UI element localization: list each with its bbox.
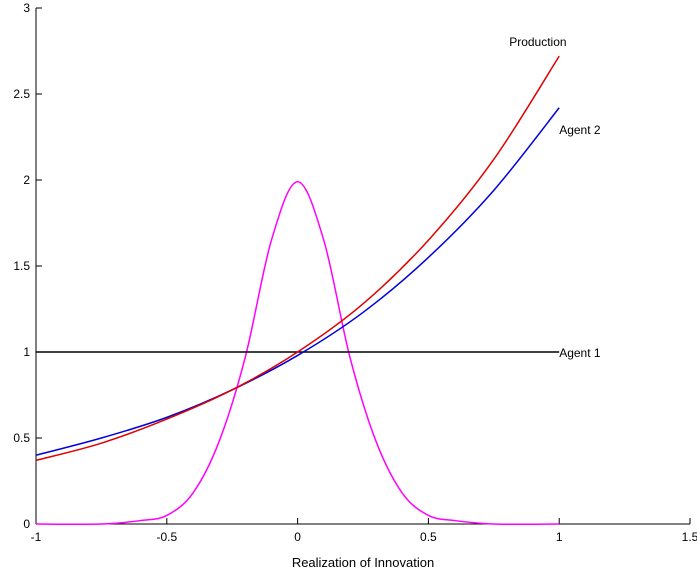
series-label-agent-2: Agent 2 bbox=[559, 123, 601, 137]
series-line-density bbox=[35, 180, 560, 526]
x-tick-label: -1 bbox=[31, 530, 42, 544]
y-tick-label: 0 bbox=[23, 517, 30, 531]
y-tick-label: 0.5 bbox=[13, 431, 30, 445]
x-tick-label: 1.5 bbox=[682, 530, 697, 544]
y-tick-label: 3 bbox=[23, 1, 30, 15]
series-label-agent-1: Agent 1 bbox=[559, 346, 601, 360]
y-tick-label: 2.5 bbox=[13, 87, 30, 101]
labels-layer: Production Agent 2 Agent 1 bbox=[509, 35, 601, 360]
y-tick-label: 1 bbox=[23, 345, 30, 359]
x-tick-label: 1 bbox=[556, 530, 563, 544]
x-tick-label: -0.5 bbox=[156, 530, 177, 544]
y-tick-label: 1.5 bbox=[13, 259, 30, 273]
series-line-agent-2 bbox=[35, 107, 560, 456]
y-tick-label: 2 bbox=[23, 173, 30, 187]
x-tick-label: 0 bbox=[294, 530, 301, 544]
series-label-production: Production bbox=[509, 35, 566, 49]
series-line-production bbox=[35, 55, 560, 462]
x-tick-label: 0.5 bbox=[420, 530, 437, 544]
series-layer bbox=[35, 55, 560, 526]
x-axis-label: Realization of Innovation bbox=[292, 555, 434, 570]
axes: -1 -0.5 0 0.5 1 1.5 0 0.5 1 1.5 2 2.5 3 bbox=[13, 1, 697, 544]
